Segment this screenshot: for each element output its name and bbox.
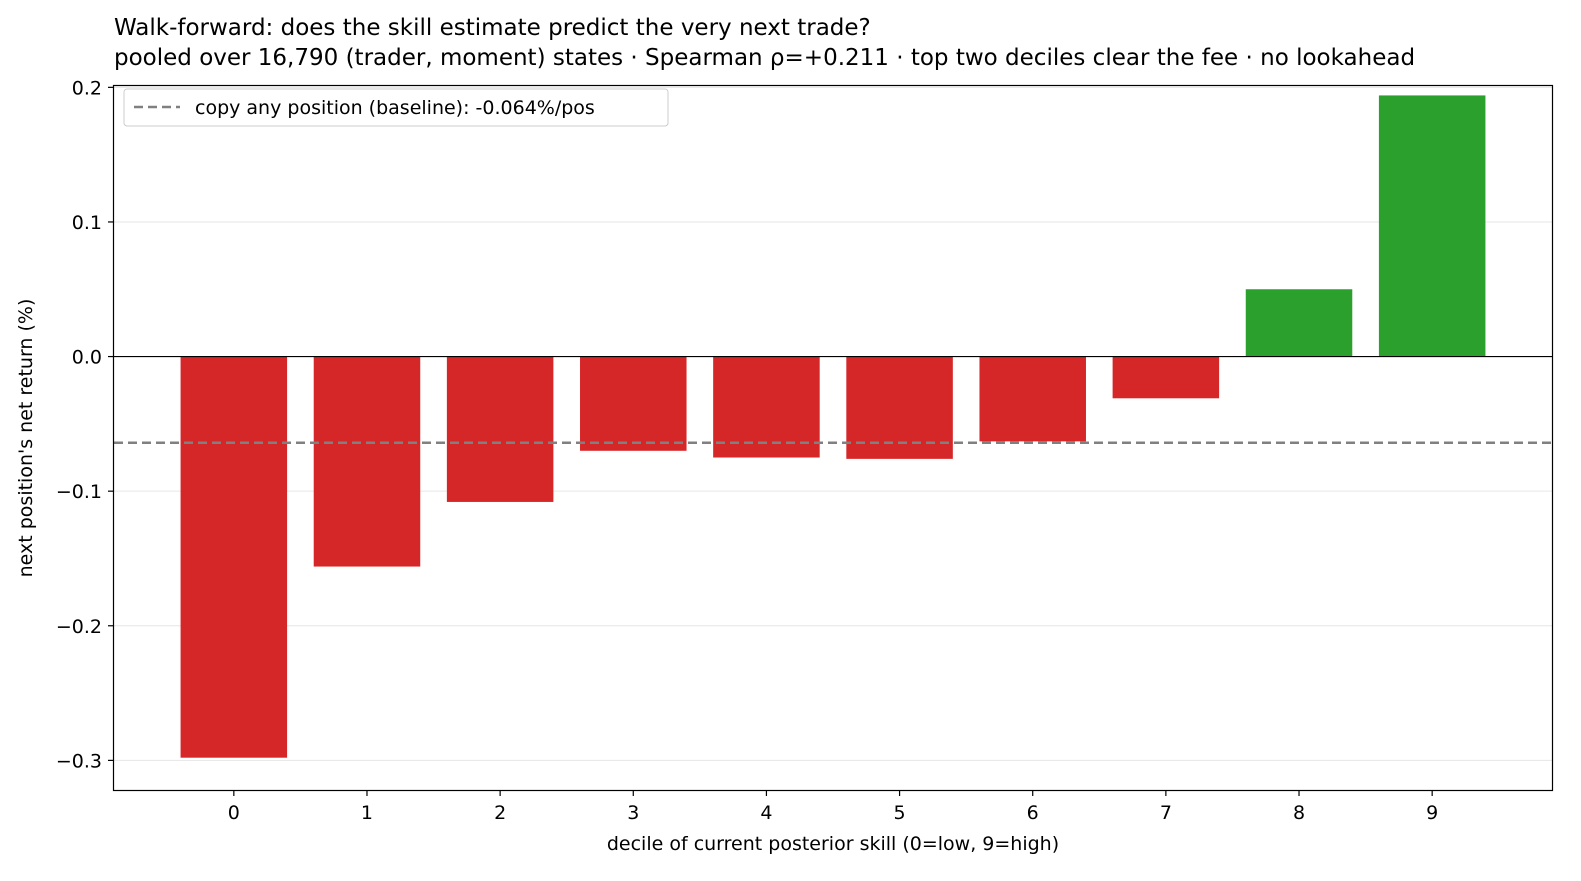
- bar: [1378, 95, 1486, 357]
- y-axis-ticks: 0.2 0.1 0.0 −0.1 −0.2 −0.3: [56, 77, 114, 772]
- legend-baseline-label: copy any position (baseline): -0.064%/po…: [195, 97, 595, 119]
- bar: [1112, 356, 1220, 399]
- bar: [979, 356, 1086, 442]
- bar: [446, 356, 554, 502]
- y-tick-label: −0.2: [56, 616, 102, 638]
- y-tick-label: −0.1: [56, 481, 102, 503]
- bar: [180, 356, 288, 758]
- bars: [180, 95, 1486, 758]
- x-tick-label: 1: [361, 802, 373, 824]
- x-tick-label: 9: [1426, 802, 1438, 824]
- chart-subtitle: pooled over 16,790 (trader, moment) stat…: [114, 45, 1415, 71]
- y-tick-label: −0.3: [56, 750, 102, 772]
- x-axis-ticks: 0 1 2 3 4 5 6 7 8 9: [228, 790, 1438, 824]
- x-tick-label: 4: [760, 802, 772, 824]
- legend: copy any position (baseline): -0.064%/po…: [123, 88, 669, 127]
- x-tick-label: 6: [1027, 802, 1039, 824]
- x-axis-label: decile of current posterior skill (0=low…: [607, 833, 1059, 855]
- x-tick-label: 5: [894, 802, 906, 824]
- y-tick-label: 0.0: [72, 347, 102, 369]
- x-tick-label: 8: [1293, 802, 1305, 824]
- bar: [713, 356, 820, 458]
- bar: [580, 356, 687, 451]
- x-tick-label: 7: [1160, 802, 1172, 824]
- y-tick-label: 0.1: [72, 212, 102, 234]
- x-tick-label: 2: [494, 802, 506, 824]
- x-tick-label: 3: [627, 802, 639, 824]
- chart-title: Walk-forward: does the skill estimate pr…: [114, 15, 871, 41]
- plot-frame: [112, 84, 1554, 792]
- y-tick-label: 0.2: [72, 77, 102, 99]
- x-tick-label: 0: [228, 802, 240, 824]
- bar: [1245, 289, 1353, 357]
- bar: [313, 356, 421, 567]
- legend-box: [123, 88, 669, 127]
- y-axis-label: next position's net return (%): [15, 299, 37, 578]
